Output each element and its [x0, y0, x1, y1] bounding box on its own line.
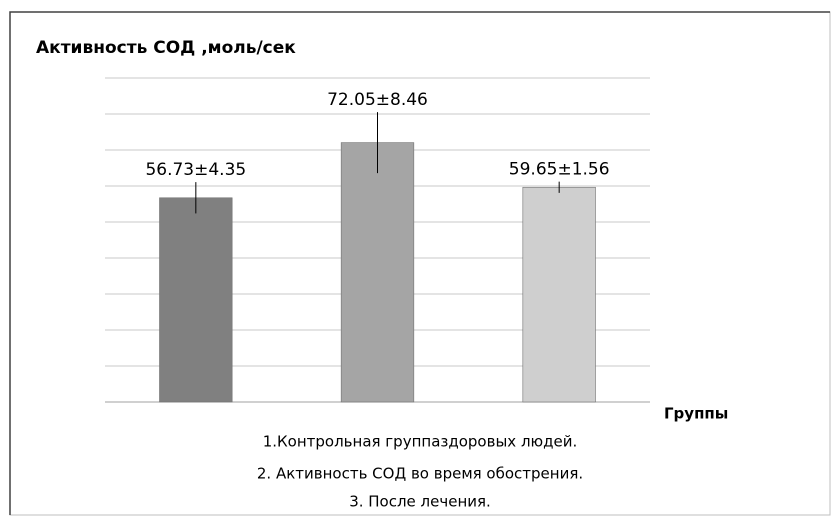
x-axis-label: Группы [664, 405, 728, 423]
bar [159, 197, 233, 403]
data-label: 72.05±8.46 [327, 90, 428, 110]
note: 2. Активность СОД во время обострения. [257, 465, 583, 483]
bar [340, 142, 415, 403]
note: 1.Контрольная группаздоровых людей. [263, 433, 578, 451]
note: 3. После лечения. [349, 493, 491, 511]
chart-title: Активность СОД ,моль/сек [36, 38, 296, 58]
bar [522, 186, 596, 403]
frame-edge [9, 11, 830, 515]
data-label: 59.65±1.56 [509, 160, 610, 180]
chart-frame [9, 11, 831, 516]
data-label: 56.73±4.35 [145, 160, 246, 180]
